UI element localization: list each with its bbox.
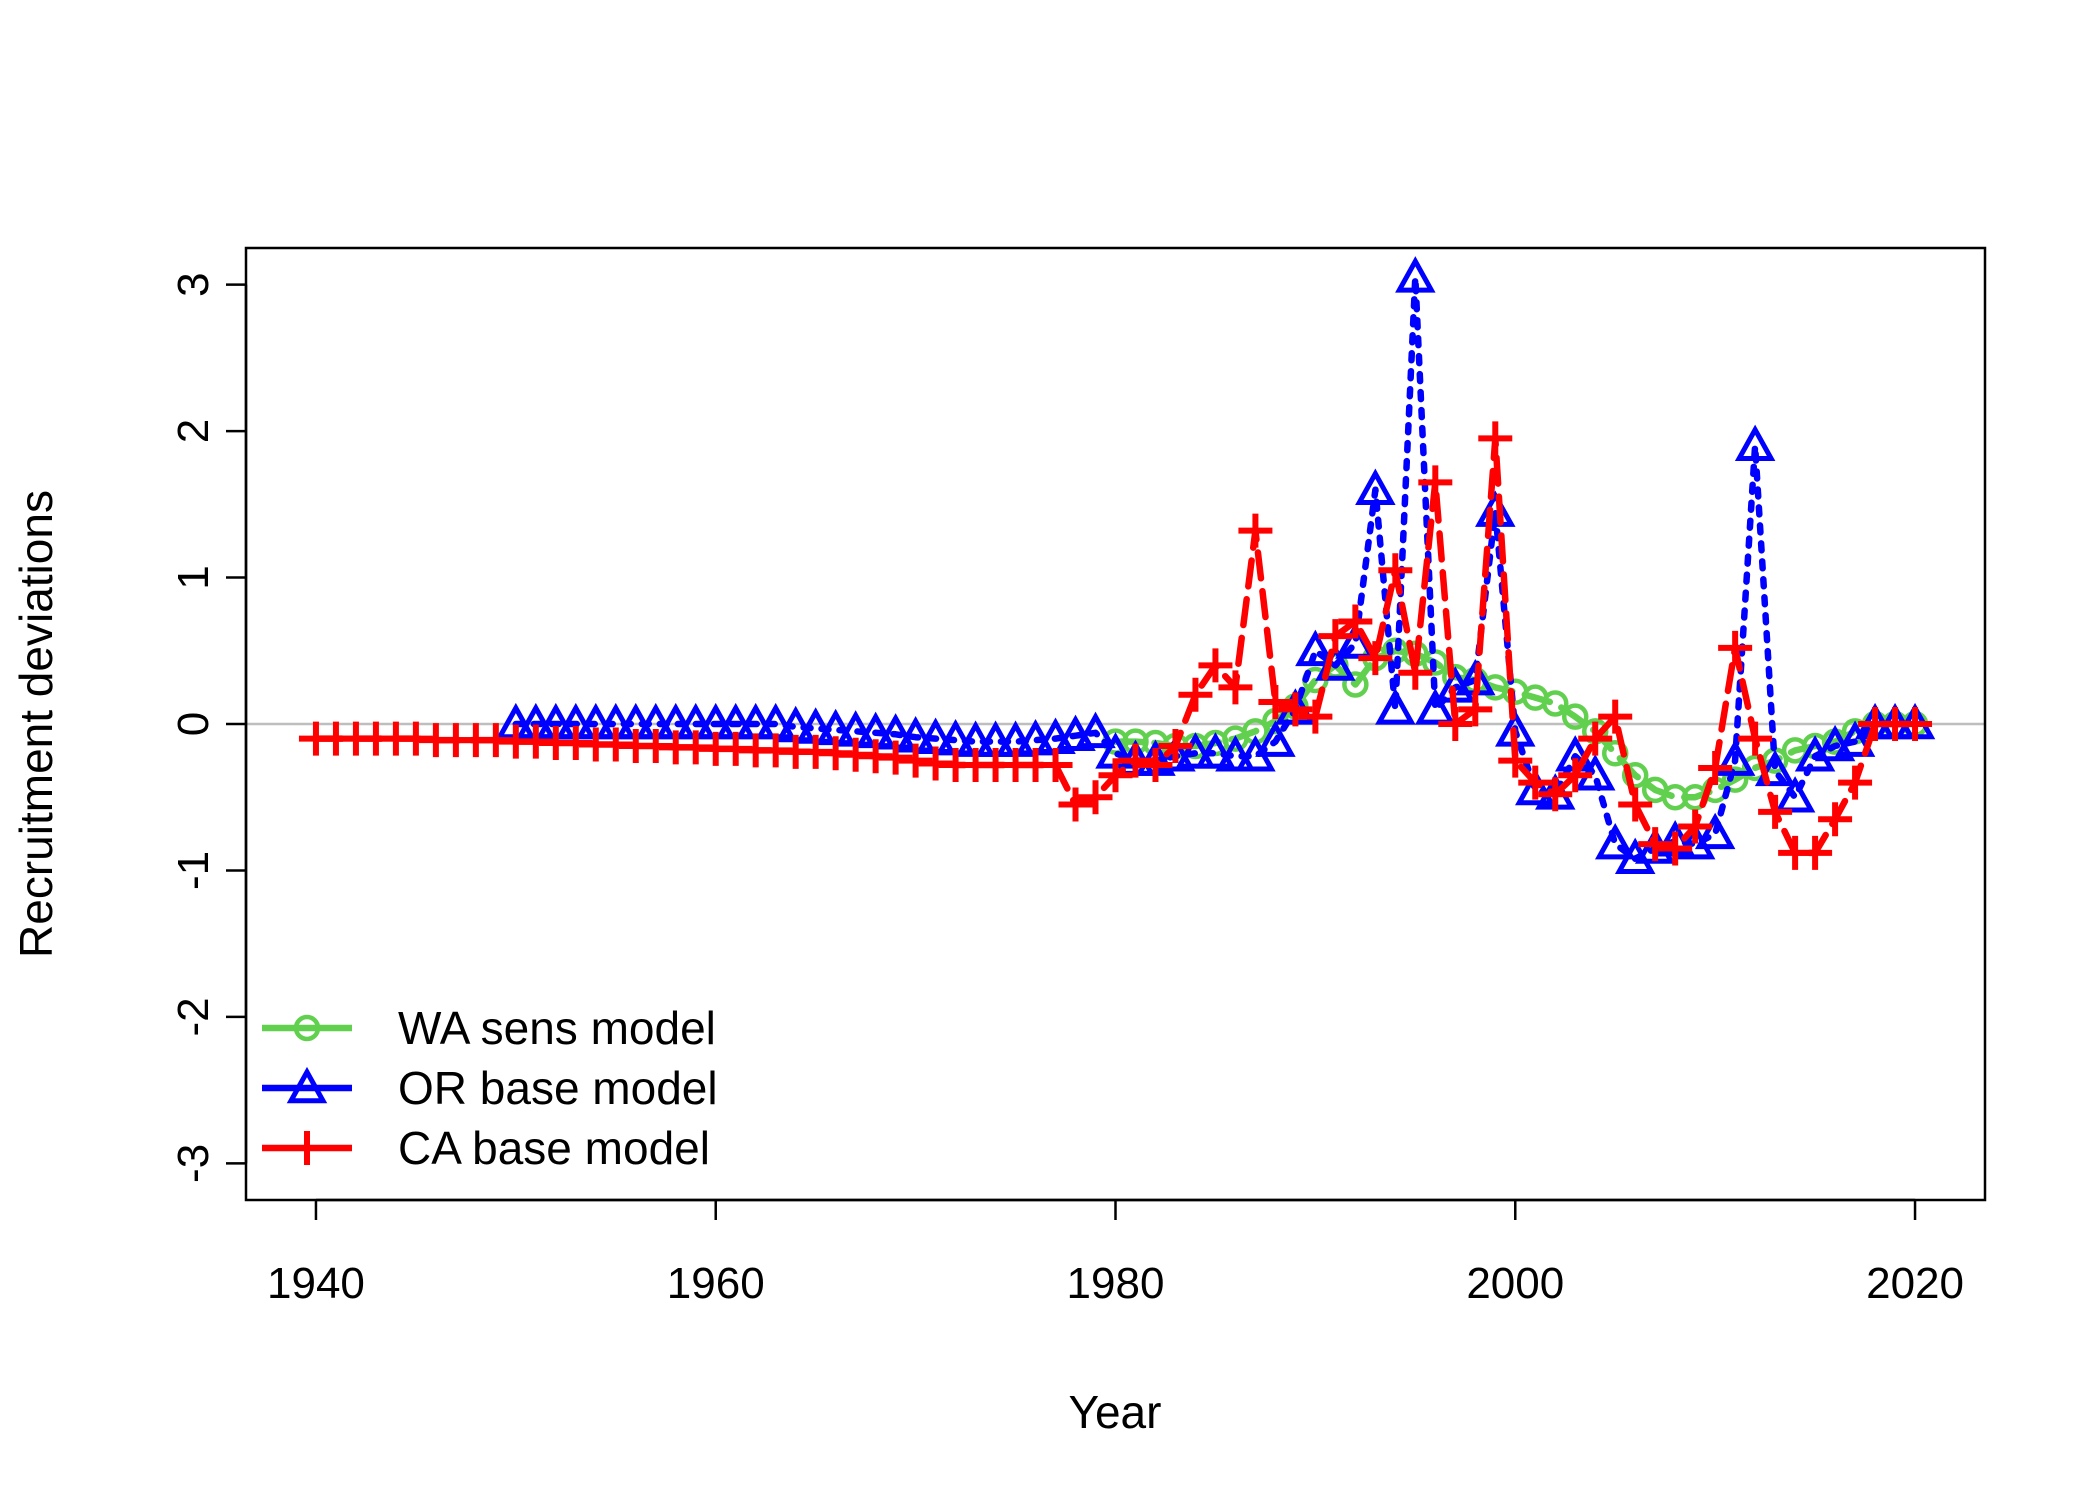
legend-label-or-base-model: OR base model <box>398 1062 718 1114</box>
series-ca-base-model <box>298 421 1933 870</box>
data-point-wa-sens-model-2002 <box>1541 690 1569 717</box>
data-point-or-base-model-2011 <box>1714 739 1756 776</box>
y-tick-label: 2 <box>169 419 218 443</box>
data-point-ca-base-model-1984 <box>1178 677 1213 712</box>
x-tick-label: 2000 <box>1466 1259 1564 1308</box>
data-point-ca-base-model-1998 <box>1458 692 1493 727</box>
x-axis-title: Year <box>1069 1386 1162 1438</box>
data-point-ca-base-model-2006 <box>1618 787 1653 822</box>
data-point-ca-base-model-1978 <box>1058 787 1093 822</box>
data-point-or-base-model-1984 <box>1175 732 1216 769</box>
data-point-ca-base-model-1986 <box>1218 670 1253 705</box>
data-point-or-base-model-1988 <box>1255 720 1296 757</box>
data-point-wa-sens-model-2003 <box>1561 703 1589 730</box>
data-point-ca-base-model-1993 <box>1358 641 1393 676</box>
data-point-or-base-model-2017 <box>1834 720 1876 757</box>
y-axis: -3 -2 -1 0 1 2 3 <box>169 272 248 1183</box>
data-point-ca-base-model-2004 <box>1578 721 1613 756</box>
series-layer <box>298 256 1936 875</box>
data-point-or-base-model-1996 <box>1415 688 1456 725</box>
data-point-or-base-model-2010 <box>1694 812 1736 850</box>
data-point-or-base-model-1986 <box>1215 735 1256 772</box>
data-point-ca-base-model-2017 <box>1838 765 1873 800</box>
data-point-ca-base-model-2003 <box>1558 758 1593 793</box>
data-point-ca-base-model-1987 <box>1238 513 1273 548</box>
data-point-or-base-model-1993 <box>1355 468 1396 505</box>
data-point-or-base-model-1979 <box>1075 711 1116 749</box>
data-point-or-base-model-1995 <box>1395 256 1436 293</box>
legend-label-ca-base-model: CA base model <box>398 1122 710 1174</box>
legend-marker-wa-sens-model <box>293 1014 321 1042</box>
data-point-ca-base-model-1982 <box>1138 748 1173 783</box>
series-line-wa-sens-model <box>1112 647 1919 801</box>
data-point-or-base-model-1990 <box>1295 629 1336 667</box>
data-point-or-base-model-2012 <box>1734 424 1776 462</box>
data-point-wa-sens-model-1992 <box>1342 671 1369 698</box>
data-point-ca-base-model-2013 <box>1758 794 1793 829</box>
x-tick-label: 2020 <box>1866 1259 1964 1308</box>
x-tick-label: 1960 <box>667 1259 765 1308</box>
data-point-ca-base-model-2009 <box>1678 809 1713 844</box>
data-point-ca-base-model-2007 <box>1638 827 1673 862</box>
data-point-ca-base-model-1996 <box>1418 465 1453 500</box>
data-point-ca-base-model-1977 <box>1038 748 1073 783</box>
data-point-wa-sens-model-2006 <box>1621 762 1649 789</box>
data-point-ca-base-model-1990 <box>1298 699 1333 734</box>
data-point-ca-base-model-2016 <box>1818 802 1853 837</box>
y-tick-label: 3 <box>169 272 218 296</box>
data-point-ca-base-model-2010 <box>1698 750 1733 785</box>
y-tick-label: 1 <box>169 565 218 589</box>
data-point-ca-base-model-1989 <box>1278 692 1313 727</box>
data-point-ca-base-model-2012 <box>1738 721 1773 756</box>
data-point-ca-base-model-2011 <box>1718 630 1753 665</box>
legend-item-ca-base-model: CA base model <box>262 1122 710 1174</box>
legend-marker-ca-base-model <box>290 1131 324 1165</box>
legend-item-wa-sens-model: WA sens model <box>262 1002 716 1054</box>
data-point-ca-base-model-1981 <box>1118 743 1153 778</box>
data-point-ca-base-model-1995 <box>1398 655 1433 690</box>
axes-layer: -3 -2 -1 0 1 2 3 1940 1960 1980 2000 2020 <box>169 272 1964 1308</box>
x-tick-label: 1980 <box>1067 1259 1165 1308</box>
data-point-or-base-model-2001 <box>1515 768 1556 806</box>
data-point-ca-base-model-1994 <box>1378 553 1413 588</box>
data-point-ca-base-model-2005 <box>1598 699 1633 734</box>
y-tick-label: -3 <box>169 1144 218 1183</box>
data-point-ca-base-model-1983 <box>1158 728 1193 763</box>
y-tick-label: 0 <box>169 712 218 736</box>
y-axis-title: Recruitment deviations <box>10 490 62 958</box>
data-point-ca-base-model-1985 <box>1198 648 1233 683</box>
x-tick-label: 1940 <box>267 1259 365 1308</box>
data-point-or-base-model-2013 <box>1754 749 1796 787</box>
data-point-ca-base-model-2000 <box>1498 743 1533 778</box>
y-tick-label: -2 <box>169 997 218 1036</box>
data-point-ca-base-model-1988 <box>1258 685 1293 720</box>
data-point-or-base-model-1985 <box>1195 732 1236 769</box>
data-point-ca-base-model-1979 <box>1078 780 1113 815</box>
data-point-ca-base-model-1999 <box>1478 421 1513 456</box>
legend: WA sens model OR base model CA base model <box>262 1002 718 1174</box>
data-point-or-base-model-1994 <box>1375 688 1416 725</box>
data-point-ca-base-model-2002 <box>1538 777 1573 812</box>
data-point-ca-base-model-1992 <box>1338 604 1373 639</box>
legend-item-or-base-model: OR base model <box>262 1062 718 1114</box>
data-point-wa-sens-model-2011 <box>1721 766 1749 793</box>
data-point-or-base-model-2014 <box>1774 776 1816 813</box>
data-point-ca-base-model-1991 <box>1318 619 1353 654</box>
x-axis: 1940 1960 1980 2000 2020 <box>267 1198 1964 1308</box>
data-point-ca-base-model-1980 <box>1098 758 1133 793</box>
data-point-ca-base-model-2015 <box>1798 835 1833 870</box>
y-tick-label: -1 <box>169 851 218 890</box>
data-point-or-base-model-2005 <box>1594 822 1636 860</box>
data-point-ca-base-model-1997 <box>1438 707 1473 741</box>
data-point-ca-base-model-2020 <box>1898 707 1933 741</box>
data-point-ca-base-model-2001 <box>1518 765 1553 800</box>
legend-label-wa-sens-model: WA sens model <box>398 1002 716 1054</box>
legend-marker-or-base-model <box>286 1066 328 1104</box>
data-point-ca-base-model-2008 <box>1658 831 1693 866</box>
